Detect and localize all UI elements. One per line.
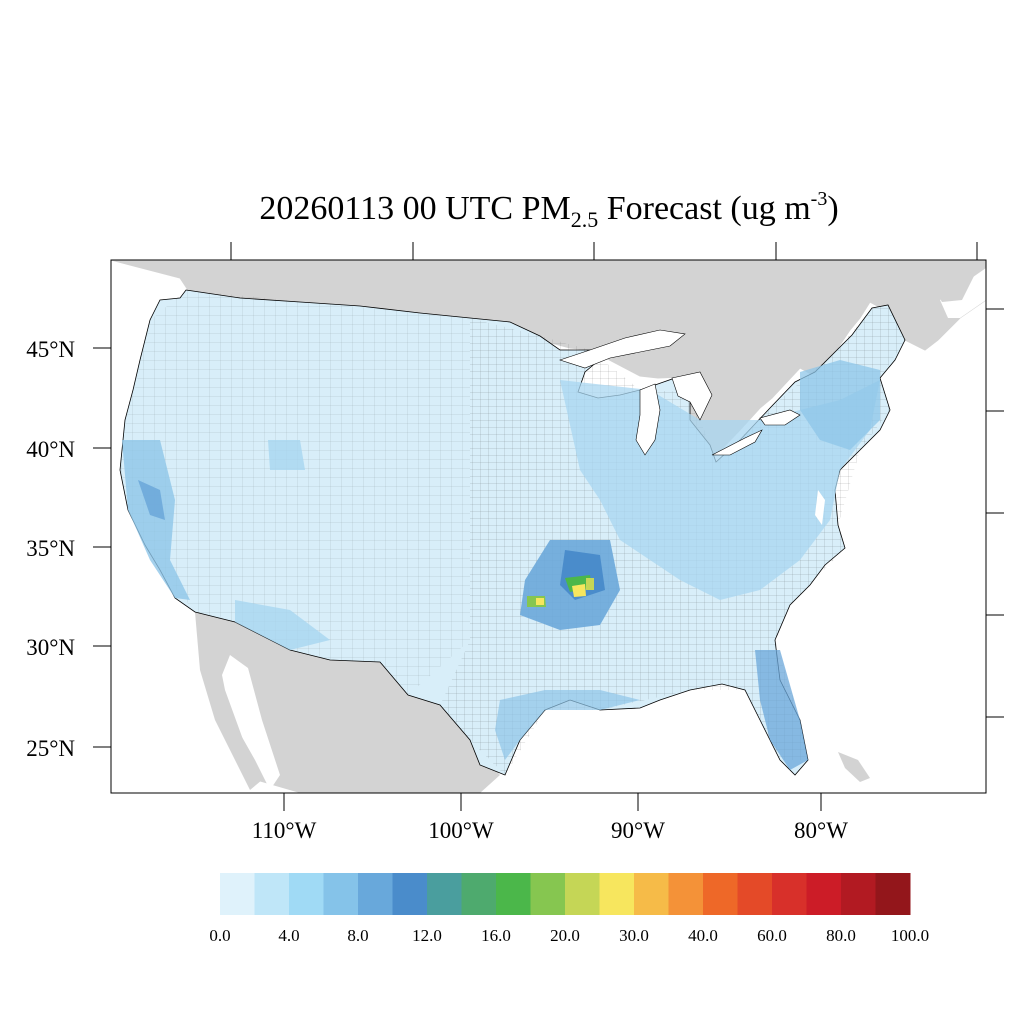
- colorbar-swatch: [599, 873, 635, 915]
- colorbar-tick-label: 4.0: [278, 926, 299, 945]
- county-mesh-west: [120, 290, 470, 695]
- longitude-labels: 110°W 100°W 90°W 80°W: [252, 818, 849, 843]
- lon-label: 100°W: [428, 818, 494, 843]
- colorbar-swatch: [358, 873, 393, 915]
- colorbar-tick-label: 60.0: [757, 926, 787, 945]
- colorbar-swatch: [392, 873, 428, 915]
- pm-hotspot-yellow-b: [536, 598, 544, 605]
- colorbar-tick-label: 8.0: [347, 926, 368, 945]
- colorbar-tick-label: 0.0: [209, 926, 230, 945]
- pm-southwest: [235, 600, 330, 650]
- colorbar-swatch: [496, 873, 531, 915]
- colorbar-swatch: [668, 873, 704, 915]
- lat-label: 45°N: [26, 337, 75, 362]
- pm-gulf-coast: [495, 690, 640, 760]
- colorbar-swatch: [461, 873, 497, 915]
- colorbar: [220, 873, 911, 915]
- pm-central-valley: [138, 480, 165, 520]
- colorbar-swatch: [220, 873, 255, 915]
- gulf-of-california: [212, 655, 280, 790]
- lat-label: 40°N: [26, 437, 75, 462]
- colorbar-tick-label: 16.0: [481, 926, 511, 945]
- colorbar-tick-label: 20.0: [550, 926, 580, 945]
- lat-label: 35°N: [26, 536, 75, 561]
- colorbar-swatch: [634, 873, 669, 915]
- right-tick-marks: [986, 308, 1004, 718]
- colorbar-swatch: [289, 873, 324, 915]
- plot-frame: [110, 259, 987, 794]
- pm-utah: [268, 440, 305, 470]
- lon-label: 110°W: [252, 818, 317, 843]
- lake-erie: [711, 429, 763, 456]
- colorbar-swatch: [427, 873, 462, 915]
- colorbar-swatch: [530, 873, 566, 915]
- mexico-landmass: [195, 612, 500, 793]
- colorbar-swatch: [772, 873, 807, 915]
- colorbar-swatch: [565, 873, 600, 915]
- lat-label: 30°N: [26, 635, 75, 660]
- lake-ontario: [759, 409, 801, 426]
- colorbar-swatch: [323, 873, 359, 915]
- colorbar-tick-label: 40.0: [688, 926, 718, 945]
- colorbar-swatch: [875, 873, 911, 915]
- latitude-labels: 45°N 40°N 35°N 30°N 25°N: [26, 337, 75, 761]
- left-tick-marks: [93, 347, 111, 748]
- lon-label: 90°W: [611, 818, 665, 843]
- colorbar-swatch: [703, 873, 738, 915]
- colorbar-labels: 0.0 4.0 8.0 12.0 16.0 20.0 30.0 40.0 60.0 80.0 100…: [209, 926, 929, 945]
- pm-florida: [755, 650, 808, 770]
- top-tick-marks: [230, 242, 978, 260]
- lake-superior: [559, 329, 686, 369]
- lake-huron: [671, 371, 713, 421]
- colorbar-swatch: [254, 873, 290, 915]
- colorbar-tick-label: 100.0: [891, 926, 929, 945]
- pm-moderate-west-coast: [122, 440, 190, 600]
- pm-hotspot-lime: [586, 578, 594, 590]
- newfoundland: [930, 268, 975, 302]
- colorbar-swatch: [737, 873, 773, 915]
- colorbar-tick-label: 30.0: [619, 926, 649, 945]
- lake-michigan: [635, 383, 661, 456]
- colorbar-swatch: [806, 873, 842, 915]
- baja-peninsula: [195, 612, 262, 790]
- map-title: 20260113 00 UTC PM2.5 Forecast (ug m-3): [259, 188, 838, 232]
- lon-label: 80°W: [794, 818, 848, 843]
- colorbar-swatch: [841, 873, 876, 915]
- lat-label: 25°N: [26, 736, 75, 761]
- chesapeake-bay: [815, 490, 825, 525]
- bottom-tick-marks: [283, 793, 822, 811]
- pm-hotspot-yellow: [572, 584, 586, 597]
- colorbar-tick-label: 12.0: [412, 926, 442, 945]
- cuba: [838, 752, 870, 782]
- map-plot-area: [111, 260, 986, 793]
- colorbar-tick-label: 80.0: [826, 926, 856, 945]
- pm-northeast: [800, 360, 880, 450]
